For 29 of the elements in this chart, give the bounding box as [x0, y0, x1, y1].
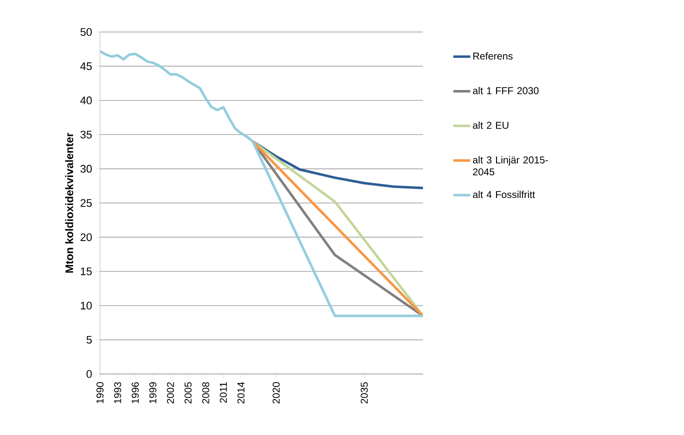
y-tick-label: 10	[80, 302, 92, 310]
y-tick-label: 50	[80, 28, 92, 36]
x-tick-label: 2020	[272, 382, 280, 404]
line-series	[100, 50, 423, 318]
x-tick-label: 1990	[96, 382, 104, 404]
x-tick-label: 2002	[166, 382, 174, 404]
x-tick-label: 2005	[184, 382, 192, 404]
x-tick-label: 1999	[149, 382, 156, 404]
x-tick-label: 2035	[360, 382, 368, 404]
legend-label: alt 2 EU	[472, 122, 508, 129]
legend-label: alt 1 FFF 2030	[472, 86, 539, 94]
y-tick-label: 5	[86, 336, 92, 344]
y-tick-label: 25	[80, 199, 92, 207]
y-axis-title: Mton koldioxidekvivalenter	[65, 132, 74, 273]
x-tick-label: 1996	[132, 382, 139, 404]
y-tick-label: 35	[80, 130, 92, 138]
x-tick-label: 2008	[202, 382, 210, 404]
legend-label: Referens	[473, 52, 513, 60]
y-tick-label: 15	[80, 268, 92, 276]
legend-label: alt 3 Linjär 2015-2045	[472, 156, 548, 176]
y-tick-label: 40	[80, 96, 92, 104]
y-tick-label: 45	[80, 62, 92, 70]
legend-label: alt 4 Fossilfritt	[472, 190, 536, 198]
x-tick-label: 2014	[237, 382, 244, 404]
y-tick-label: 30	[80, 164, 92, 173]
x-tick-label: 2011	[220, 382, 227, 403]
y-tick-label: 20	[80, 233, 92, 242]
x-tick-label: 1993	[114, 382, 122, 404]
y-tick-label: 0	[86, 370, 92, 378]
